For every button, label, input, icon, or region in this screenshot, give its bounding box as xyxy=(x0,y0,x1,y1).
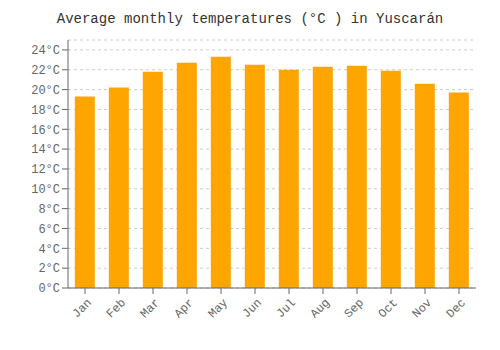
svg-text:2°C: 2°C xyxy=(38,262,60,276)
svg-text:May: May xyxy=(206,296,231,321)
svg-text:Sep: Sep xyxy=(342,296,367,321)
svg-text:Jan: Jan xyxy=(70,296,95,321)
svg-text:10°C: 10°C xyxy=(31,183,60,197)
svg-text:Dec: Dec xyxy=(444,296,469,321)
svg-text:Mar: Mar xyxy=(138,296,163,321)
svg-text:Feb: Feb xyxy=(104,296,129,321)
svg-text:14°C: 14°C xyxy=(31,143,60,157)
svg-text:Oct: Oct xyxy=(376,296,401,321)
svg-text:Apr: Apr xyxy=(172,296,197,321)
html-text:Average monthly temperatures (: Average monthly temperatures (°C ) in Yu… xyxy=(56,11,444,27)
svg-text:0°C: 0°C xyxy=(38,282,60,296)
svg-text:16°C: 16°C xyxy=(31,124,60,138)
svg-text:8°C: 8°C xyxy=(38,203,60,217)
svg-text:Jul: Jul xyxy=(274,296,299,321)
svg-text:6°C: 6°C xyxy=(38,223,60,237)
svg-text:4°C: 4°C xyxy=(38,243,60,257)
svg-text:24°C: 24°C xyxy=(31,44,60,58)
svg-text:20°C: 20°C xyxy=(31,84,60,98)
svg-text:22°C: 22°C xyxy=(31,64,60,78)
svg-text:12°C: 12°C xyxy=(31,163,60,177)
svg-text:Aug: Aug xyxy=(308,296,333,321)
svg-text:Jun: Jun xyxy=(240,296,265,321)
svg-text:18°C: 18°C xyxy=(31,104,60,118)
svg-text:Nov: Nov xyxy=(410,296,435,321)
